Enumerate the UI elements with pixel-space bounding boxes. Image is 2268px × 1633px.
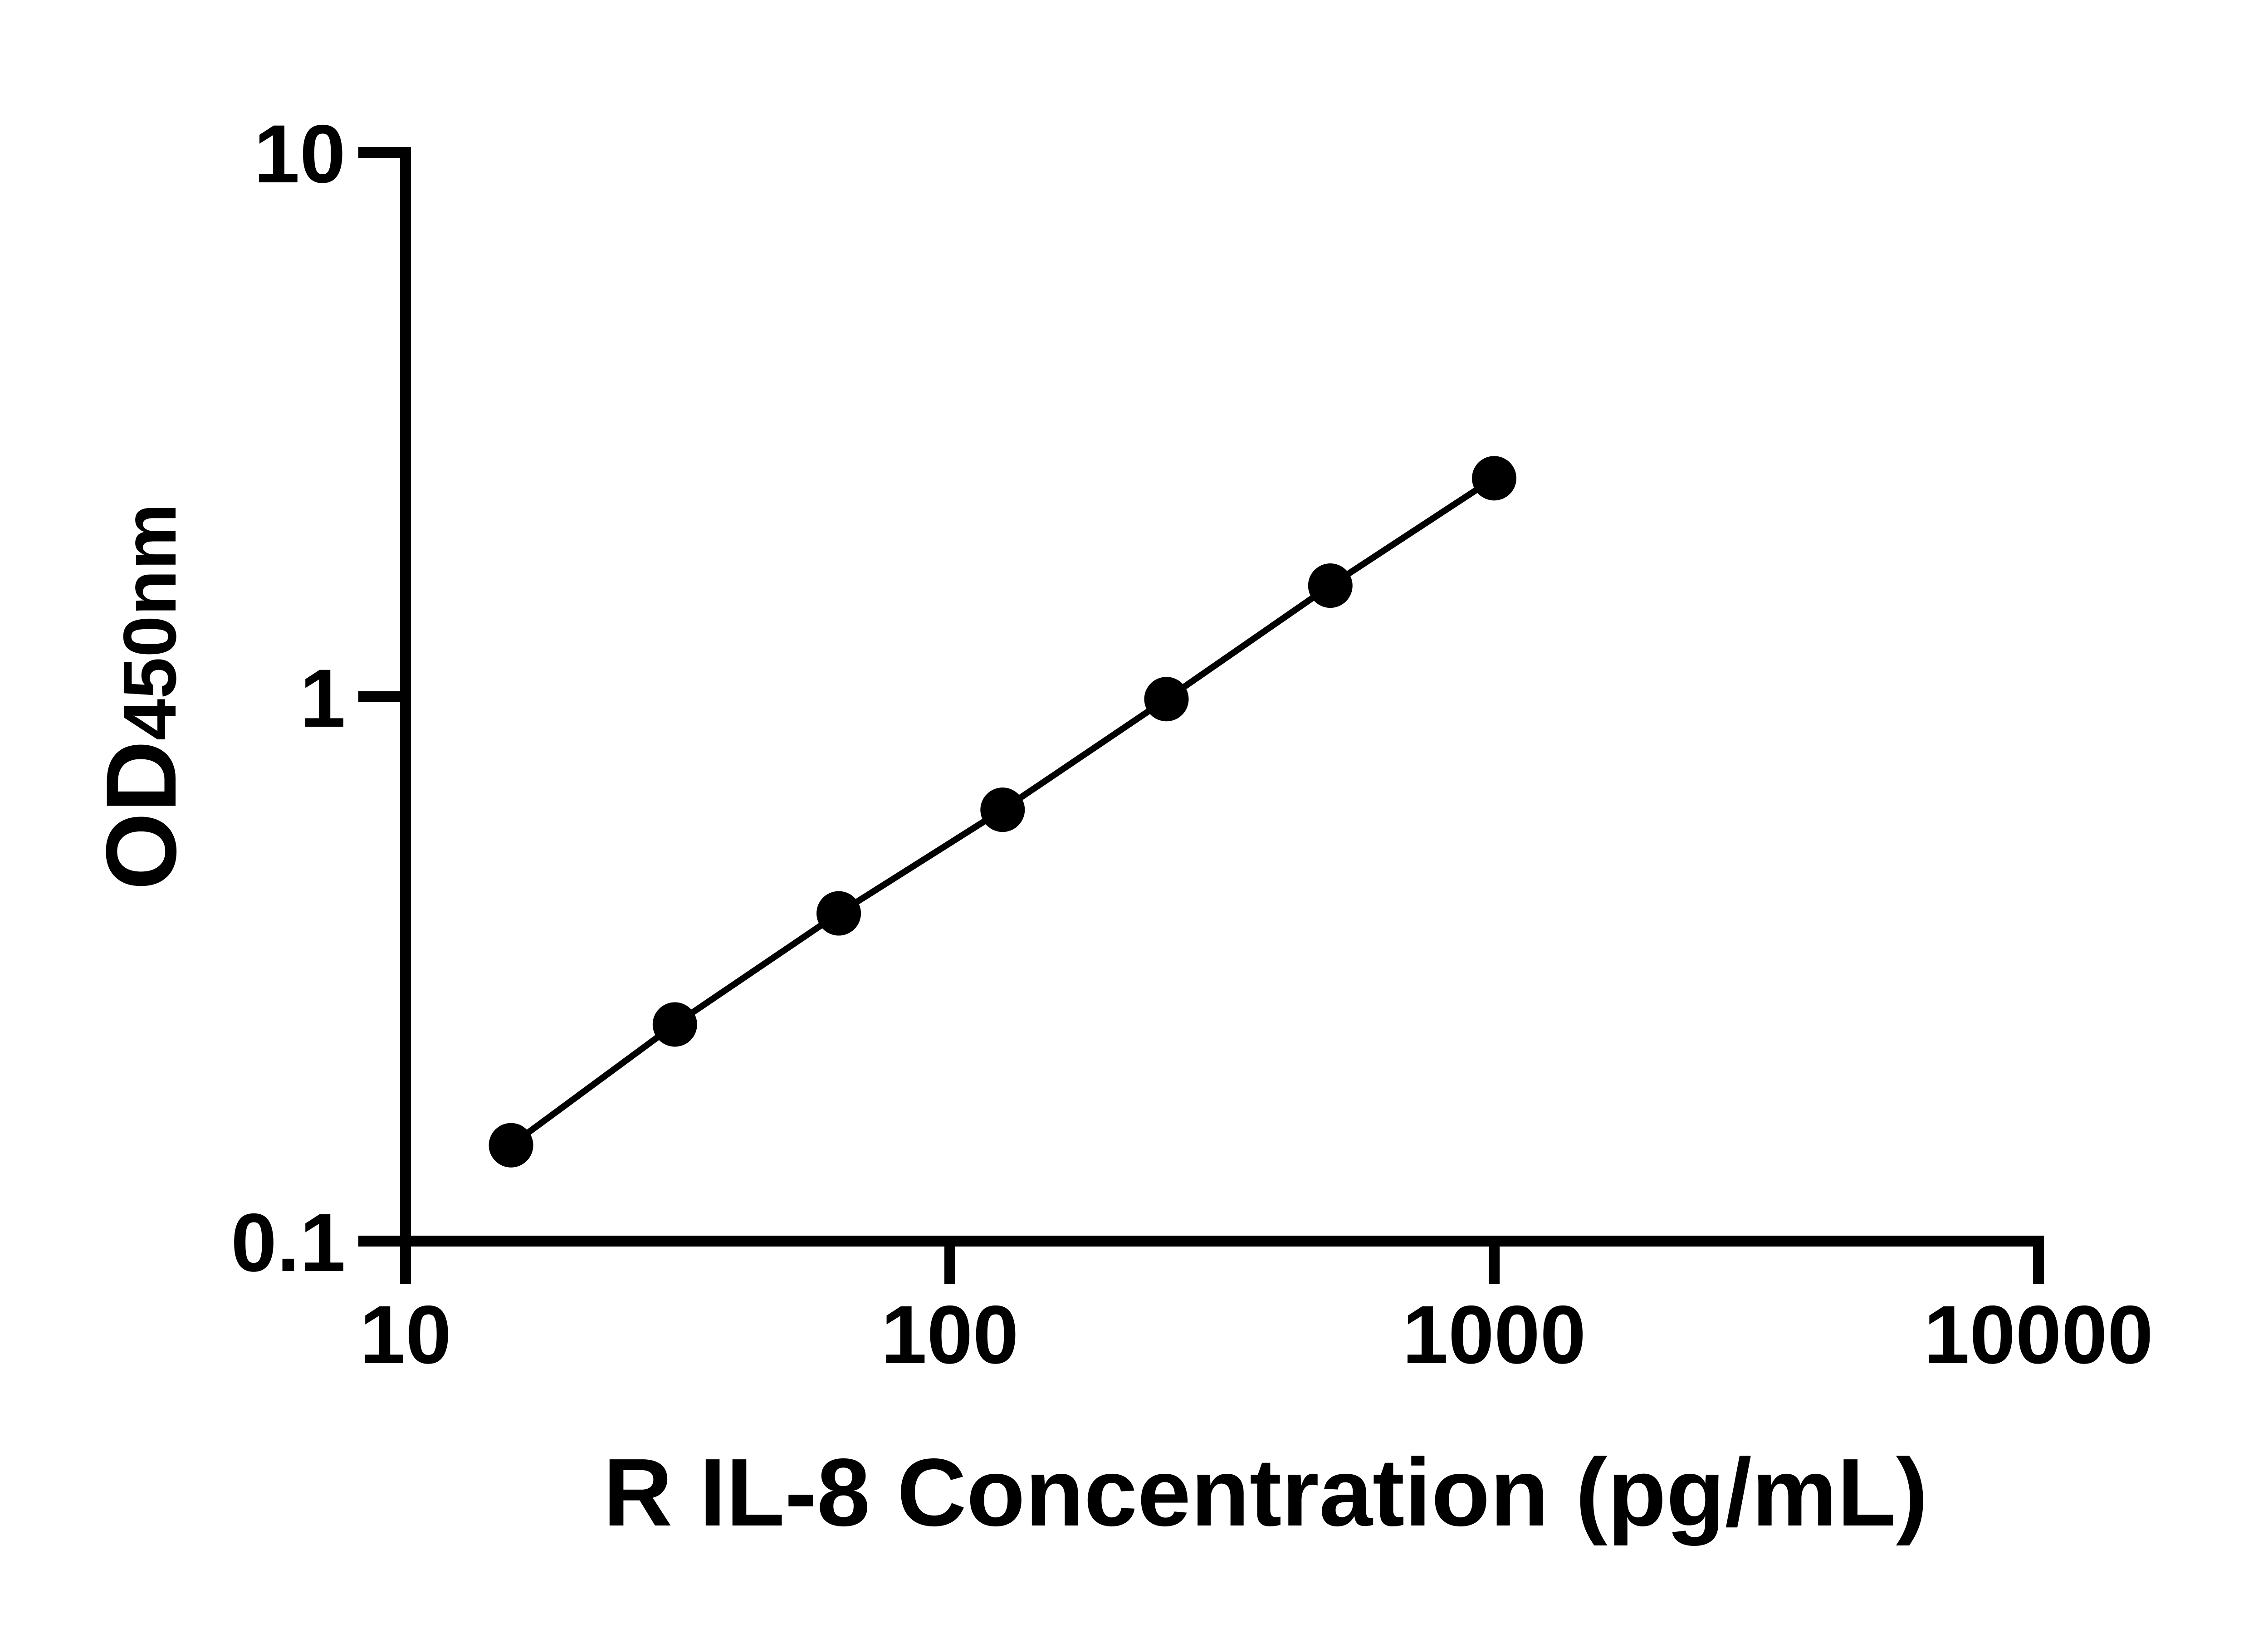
data-point-marker (980, 787, 1025, 832)
data-point-marker (816, 891, 861, 936)
data-point-marker (1472, 456, 1516, 501)
y-axis-title-main: OD (85, 740, 197, 890)
data-point-marker (1308, 563, 1353, 608)
y-axis-title-sub: 450nm (108, 504, 191, 741)
data-point-marker (1144, 677, 1189, 722)
x-tick-label: 10000 (1924, 1288, 2153, 1381)
y-tick-label: 1 (300, 652, 346, 744)
x-tick-label: 10 (360, 1288, 451, 1381)
x-axis-title: R IL-8 Concentration (pg/mL) (603, 1438, 1928, 1546)
y-tick-label: 10 (254, 108, 346, 200)
data-point-marker (489, 1123, 533, 1168)
data-series-layer (489, 456, 1516, 1168)
data-point-marker (652, 1002, 697, 1047)
x-tick-label: 1000 (1403, 1288, 1586, 1381)
y-tick-label: 0.1 (231, 1196, 346, 1289)
x-tick-label: 100 (881, 1288, 1019, 1381)
axes-layer (358, 147, 2044, 1284)
y-axis-title: OD450nm (85, 504, 197, 890)
